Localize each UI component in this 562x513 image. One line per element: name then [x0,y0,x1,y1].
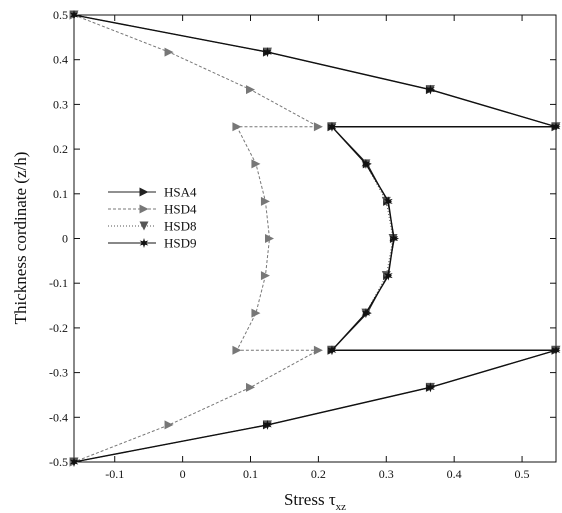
series-point [313,345,323,355]
series-point [251,308,261,318]
x-axis-title-main: Stress τ [284,490,336,509]
y-tick-label: 0.1 [53,187,68,201]
x-tick-label: 0.5 [515,467,530,481]
legend-item: HSA4 [108,185,197,200]
plot-area [73,14,557,463]
series-point [251,159,261,169]
series-point [389,233,399,244]
legend-marker [139,221,149,231]
series-point [551,121,561,132]
series-point [263,419,272,430]
series-point [232,122,242,132]
y-tick-label: 0.3 [53,97,68,111]
legend-label: HSD8 [164,219,197,234]
series-point [246,382,256,392]
legend-item: HSD9 [108,236,197,251]
legend-label: HSA4 [164,185,197,200]
axis-ticks: -0.1 0 0.1 0.2 0.3 0.4 0.5 -0.5 -0.4 -0.3 -0.2 -0.1… [49,8,556,481]
series-point [313,122,323,132]
series-point [232,345,242,355]
series-point [327,345,337,356]
series-point [383,196,393,207]
series-point [164,47,174,57]
series-hsd9 [69,10,561,467]
series-point [260,196,270,206]
series-point [260,271,270,281]
x-axis-title-subscript: xz [336,501,347,513]
x-tick-label: 0.2 [311,467,326,481]
y-tick-label: 0.2 [53,142,68,156]
series-point [246,85,256,95]
legend-item: HSD4 [108,202,197,217]
y-tick-label: -0.2 [49,321,68,335]
series-hsd4 [69,10,323,467]
series-point [327,121,337,132]
series-point [383,270,393,281]
legend-item: HSD8 [108,219,197,234]
series-point [263,47,272,58]
series-point [69,457,79,467]
y-tick-label: -0.4 [49,410,68,424]
series-line [73,14,319,463]
series-layer [69,10,561,467]
y-tick-label: 0.5 [53,8,68,22]
series-point [551,345,561,356]
x-tick-label: 0.4 [447,467,462,481]
legend-label: HSD4 [164,202,197,217]
legend-marker [139,238,149,248]
series-point [361,308,371,319]
y-tick-label: -0.5 [49,455,68,469]
series-point [426,84,435,95]
y-tick-label: -0.1 [49,276,68,290]
series-point [361,158,371,169]
legend-marker [139,204,149,214]
x-tick-label: 0 [180,467,186,481]
y-tick-label: -0.3 [49,366,68,380]
x-tick-label: -0.1 [105,467,124,481]
x-axis-title: Stress τxz [284,490,346,513]
y-tick-label: 0.4 [53,53,68,67]
series-point [69,10,79,20]
x-tick-label: 0.1 [243,467,258,481]
series-point [426,382,435,393]
legend-marker [139,187,149,197]
y-tick-label: 0 [62,232,68,246]
series-point [265,234,275,243]
x-tick-label: 0.3 [379,467,394,481]
y-axis-title: Thickness cordinate (z/h) [11,152,30,325]
series-point [164,420,174,430]
legend: HSA4 HSD4 HSD8 HSD9 [108,185,197,251]
legend-label: HSD9 [164,236,197,251]
